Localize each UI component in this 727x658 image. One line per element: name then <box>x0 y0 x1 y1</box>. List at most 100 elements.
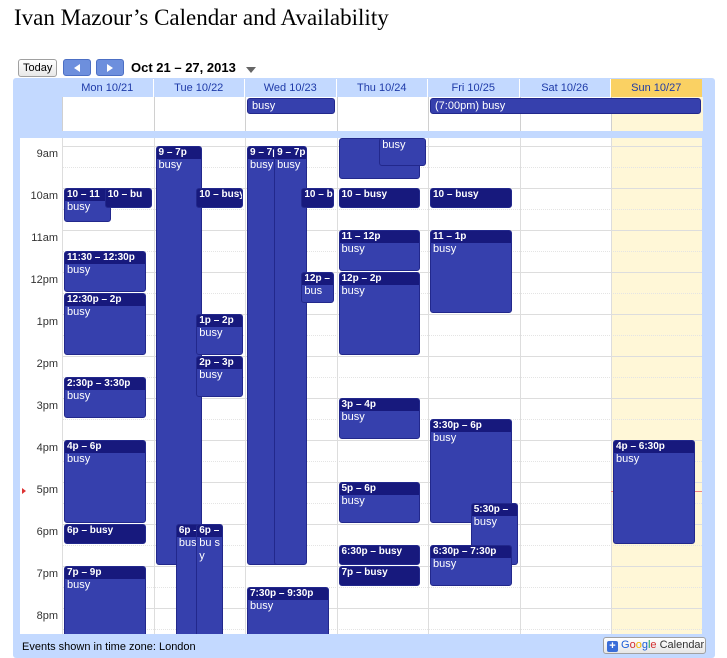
allday-cell[interactable] <box>519 97 612 131</box>
calendar-event[interactable]: 10 – busy <box>196 188 243 209</box>
chevron-down-icon[interactable] <box>246 67 256 73</box>
current-time-marker-icon <box>22 487 26 494</box>
event-title: busy <box>178 537 202 550</box>
google-calendar-logo: Google Calendar <box>621 639 705 651</box>
day-header[interactable]: Sat 10/26 <box>519 79 610 97</box>
hour-label: 11am <box>31 232 58 245</box>
half-hour-gridline <box>62 461 702 463</box>
calendar-event[interactable]: 10 – bu <box>104 188 152 209</box>
event-title: busy <box>67 264 91 277</box>
day-header[interactable]: Tue 10/22 <box>153 79 244 97</box>
allday-cell[interactable] <box>62 97 154 131</box>
allday-cell[interactable] <box>428 97 520 131</box>
event-time: 10 – 11 <box>65 189 110 202</box>
event-time: 6p – 1 <box>197 525 222 538</box>
calendar-event[interactable]: 9 – 7p busy <box>274 146 308 566</box>
page-title: Ivan Mazour’s Calendar and Availability <box>14 5 389 30</box>
event-time: 6p – busy <box>67 525 114 537</box>
event-time: 10 – bu <box>107 189 143 201</box>
calendar-event[interactable]: 12p – 2p busy <box>338 272 420 356</box>
day-column-divider <box>336 138 338 634</box>
hour-label: 9am <box>36 148 58 161</box>
allday-event[interactable]: (7:00pm) busy <box>430 98 701 114</box>
event-time: 3p – 4p <box>339 399 419 412</box>
calendar-event[interactable]: 6p – busy <box>64 524 146 545</box>
calendar-event[interactable]: 11 – 12p busy <box>338 230 420 272</box>
calendar-event[interactable]: 11 – 1p busy <box>430 230 512 314</box>
allday-cell[interactable] <box>245 97 337 131</box>
calendar-event[interactable]: 3p – 4p busy <box>338 398 420 440</box>
chevron-left-icon <box>74 64 80 72</box>
timezone-note: Events shown in time zone: London <box>22 641 196 653</box>
add-to-google-calendar-button[interactable]: + Google Calendar <box>603 637 706 654</box>
day-column-divider <box>62 138 63 634</box>
calendar-event[interactable]: 6:30p – busy <box>338 545 420 566</box>
event-time: 12p – <box>302 273 334 286</box>
hour-label: 7pm <box>36 568 58 581</box>
event-title: bu sy <box>199 537 221 563</box>
calendar-event[interactable]: 6p – 1bu sy <box>196 524 223 634</box>
calendar-event[interactable]: 2:30p – 3:30p busy <box>64 377 146 419</box>
calendar-event[interactable]: 4p – 6p busy <box>64 440 146 524</box>
prev-week-button[interactable] <box>63 59 91 76</box>
event-title: busy <box>250 600 274 613</box>
hour-gridline <box>62 524 702 526</box>
next-week-button[interactable] <box>96 59 124 76</box>
calendar-event[interactable]: 1p – 2p busy <box>196 314 243 356</box>
day-header[interactable]: Fri 10/25 <box>428 79 519 97</box>
time-grid[interactable]: 9am 10am 11am 12pm 1pm 2pm 3pm 4pm 5pm 6pm 7pm 8pm 1… <box>20 138 702 634</box>
calendar-event[interactable]: 5p – 6p busy <box>338 482 420 524</box>
calendar-event[interactable]: 12:30p – 2p busy <box>64 293 146 356</box>
event-title: busy <box>67 579 91 592</box>
today-column <box>611 138 702 634</box>
day-header[interactable]: Sun 10/27 <box>611 79 702 97</box>
calendar-event[interactable]: busy <box>379 138 426 167</box>
event-time: 7p – busy <box>341 567 388 579</box>
calendar-event[interactable]: 7p – 9p busy <box>64 566 146 634</box>
hour-label: 4pm <box>36 442 58 455</box>
event-title: busy <box>616 453 640 466</box>
calendar-event[interactable]: 12p – bus <box>301 272 335 303</box>
calendar-event[interactable]: 9 – 7p busy <box>155 146 203 566</box>
event-time: 9 – 7p <box>275 147 307 160</box>
event-time: 4p – 6:30p <box>614 441 694 454</box>
day-header[interactable]: Mon 10/21 <box>62 79 153 97</box>
day-header[interactable]: Thu 10/24 <box>336 79 427 97</box>
event-time: 10 – busy <box>433 189 479 201</box>
day-column-divider <box>611 138 612 634</box>
hour-label: 3pm <box>36 400 58 413</box>
calendar-event[interactable]: 10 – b <box>301 188 335 209</box>
allday-cell[interactable] <box>153 97 246 131</box>
event-title: busy <box>67 390 91 403</box>
plus-icon: + <box>607 641 618 652</box>
allday-event[interactable]: busy <box>247 98 335 114</box>
half-hour-gridline <box>62 209 702 211</box>
calendar-event[interactable]: 10 – busy <box>430 188 512 209</box>
allday-cell[interactable] <box>336 97 429 131</box>
half-hour-gridline <box>62 377 702 379</box>
event-title: busy <box>67 306 91 319</box>
calendar-event[interactable]: 7p – busy <box>338 566 420 587</box>
calendar-event[interactable]: 6:30p – 7:30p busy <box>430 545 512 587</box>
chevron-right-icon <box>107 64 113 72</box>
day-header[interactable]: Wed 10/23 <box>245 79 336 97</box>
event-title: busy <box>250 159 274 172</box>
event-time: 9 – 7p <box>248 147 280 160</box>
event-time: 7p – 9p <box>65 567 145 580</box>
calendar-event[interactable]: 10 – 11 busy <box>64 188 111 223</box>
calendar-event[interactable]: 7:30p – 9:30p busy <box>247 587 329 634</box>
event-title: busy <box>158 159 182 172</box>
hour-label: 6pm <box>36 526 58 539</box>
hour-label: 10am <box>30 190 58 203</box>
day-column-divider <box>245 138 246 634</box>
calendar-event[interactable]: 10 – busy <box>338 188 420 209</box>
hour-label: 1pm <box>36 316 58 329</box>
event-time: 5:30p – <box>471 504 517 517</box>
calendar-event[interactable]: 4p – 6:30p busy <box>613 440 695 545</box>
toolbar: Today Oct 21 – 27, 2013 <box>18 58 318 78</box>
today-button[interactable]: Today <box>18 59 58 77</box>
calendar-event[interactable]: 2p – 3p busy <box>196 356 243 398</box>
hour-label: 2pm <box>36 358 58 371</box>
hour-gridline <box>62 356 702 358</box>
calendar-event[interactable]: 11:30 – 12:30p busy <box>64 251 146 293</box>
